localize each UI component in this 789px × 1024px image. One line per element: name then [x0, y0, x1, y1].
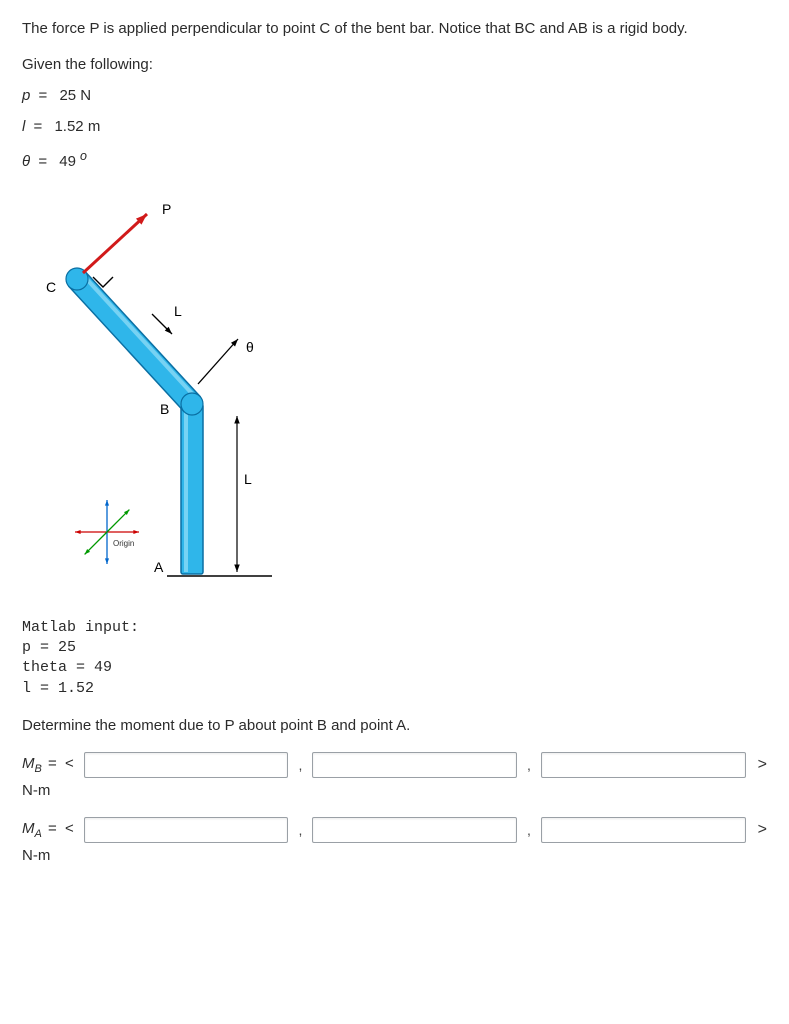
ma-y-input[interactable] [312, 817, 517, 843]
matlab-line: p = 25 [22, 639, 76, 656]
label-sub-B: B [35, 763, 42, 775]
mb-z-input[interactable] [541, 752, 746, 778]
question-text: Determine the moment due to P about poin… [22, 717, 767, 734]
equals-sign: = [34, 118, 43, 135]
mb-answer-row: MB = < , , > [22, 752, 767, 778]
matlab-line: theta = 49 [22, 659, 112, 676]
svg-text:Origin: Origin [113, 539, 134, 548]
mb-x-input[interactable] [84, 752, 289, 778]
matlab-title: Matlab input: [22, 619, 139, 636]
label-M: M [22, 820, 35, 837]
equals-sign: = [38, 153, 47, 170]
given-label: Given the following: [22, 56, 767, 73]
svg-text:θ: θ [246, 339, 254, 355]
label-sub-A: A [35, 828, 42, 840]
degree-symbol: o [80, 149, 87, 163]
given-l: l = 1.52 m [22, 118, 767, 135]
bent-bar-diagram: Origin P C Lθ B L A [22, 184, 282, 614]
equals-sign: = [39, 87, 48, 104]
less-than-sign: < [65, 820, 74, 837]
problem-intro: The force P is applied perpendicular to … [22, 18, 767, 40]
ma-label: MA = < [22, 820, 76, 840]
greater-than-sign: > [754, 821, 767, 839]
val-l: 1.52 m [54, 118, 100, 135]
svg-text:P: P [162, 201, 171, 217]
equals-sign: = [48, 820, 57, 837]
matlab-line: l = 1.52 [22, 680, 94, 697]
vector-separator: , [296, 822, 304, 838]
svg-text:L: L [174, 303, 182, 319]
var-p: p [22, 87, 30, 104]
matlab-input-block: Matlab input: p = 25 theta = 49 l = 1.52 [22, 618, 767, 699]
svg-text:B: B [160, 401, 169, 417]
ma-unit: N-m [22, 847, 767, 864]
vector-separator: , [296, 757, 304, 773]
var-l: l [22, 118, 25, 135]
greater-than-sign: > [754, 756, 767, 774]
svg-text:L: L [244, 471, 252, 487]
less-than-sign: < [65, 755, 74, 772]
mb-label: MB = < [22, 755, 76, 775]
val-p: 25 N [59, 87, 91, 104]
given-theta: θ = 49 o [22, 149, 767, 170]
svg-text:C: C [46, 279, 56, 295]
given-p: p = 25 N [22, 87, 767, 104]
mb-unit: N-m [22, 782, 767, 799]
ma-answer-row: MA = < , , > [22, 817, 767, 843]
ma-x-input[interactable] [84, 817, 289, 843]
equals-sign: = [48, 755, 57, 772]
ma-z-input[interactable] [541, 817, 746, 843]
vector-separator: , [525, 757, 533, 773]
mb-y-input[interactable] [312, 752, 517, 778]
svg-text:A: A [154, 559, 164, 575]
vector-separator: , [525, 822, 533, 838]
val-theta: 49 [59, 153, 76, 170]
var-theta: θ [22, 153, 30, 170]
label-M: M [22, 755, 35, 772]
